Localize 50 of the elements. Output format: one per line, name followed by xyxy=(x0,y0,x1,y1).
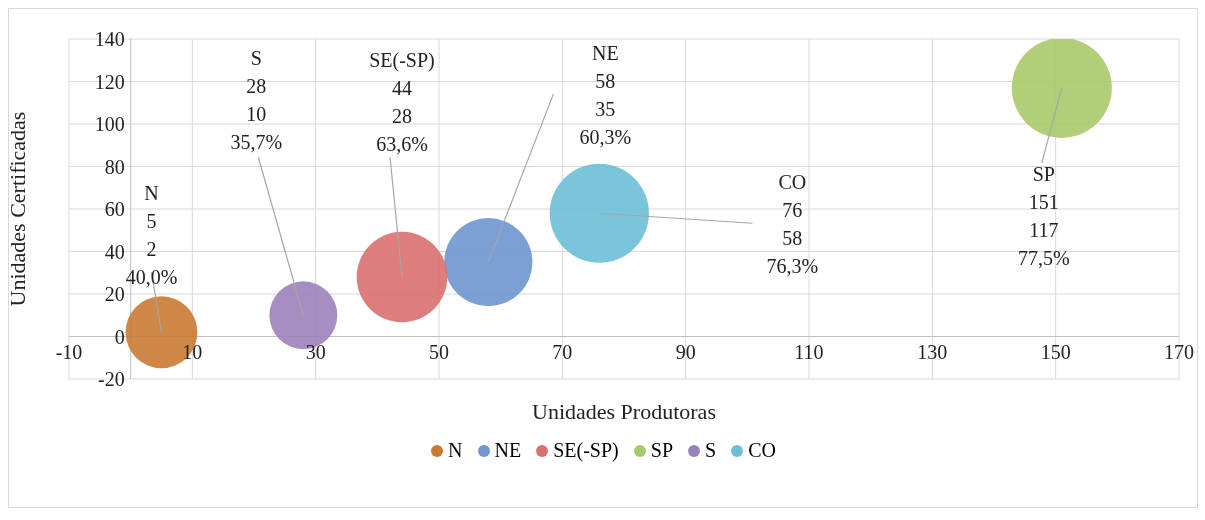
annotation: 117 xyxy=(1029,218,1059,241)
legend-label: S xyxy=(704,439,717,462)
annotation: 76 xyxy=(782,199,803,222)
x-tick-label: 70 xyxy=(552,340,573,363)
y-tick-label: 20 xyxy=(104,283,125,305)
text: S xyxy=(250,47,262,70)
annotation: 35 xyxy=(595,98,616,121)
y-tick-label: 40 xyxy=(104,240,125,263)
annotation: 44 xyxy=(392,77,412,99)
y-tick-label: 100 xyxy=(94,113,125,135)
annotation: 63,6% xyxy=(376,133,428,155)
annotation: 60,3% xyxy=(579,126,632,149)
annotation: 58 xyxy=(782,227,803,250)
x-tick-label: 110 xyxy=(794,340,824,363)
legend-label: NE xyxy=(493,439,522,462)
text: N xyxy=(144,182,159,205)
annotation: 40,0% xyxy=(125,266,178,289)
legend-label: SE(-SP) xyxy=(552,439,619,462)
annotation: 28 xyxy=(246,75,267,98)
annotation: 151 xyxy=(1028,190,1059,213)
annotation: 76,3% xyxy=(766,255,819,278)
annotation: 35,7% xyxy=(230,131,283,154)
annotation: 58 xyxy=(595,70,616,93)
y-tick-label: -20 xyxy=(97,368,125,390)
text: SE(-SP) xyxy=(369,49,435,71)
legend-label: N xyxy=(447,439,463,462)
x-tick-label: 30 xyxy=(305,340,326,363)
y-tick-label: 140 xyxy=(94,28,125,50)
y-tick-label: 0 xyxy=(114,325,125,348)
y-axis-title: Unidades Certificadas xyxy=(4,111,30,307)
y-tick-label: 60 xyxy=(104,198,125,220)
x-tick-label: 50 xyxy=(429,340,449,363)
y-tick-label: 120 xyxy=(94,70,125,93)
x-tick-label: 130 xyxy=(917,340,948,363)
x-tick-label: 90 xyxy=(675,340,696,363)
annotation: 28 xyxy=(392,105,412,127)
legend-label: CO xyxy=(747,439,776,462)
annotation: 2 xyxy=(146,238,157,261)
x-axis-title: Unidades Produtoras xyxy=(532,399,716,424)
x-tick-label: -10 xyxy=(55,340,83,363)
annotation: 77,5% xyxy=(1018,246,1070,269)
text: CO xyxy=(778,171,807,194)
x-tick-label: 170 xyxy=(1164,340,1194,363)
annotation: 5 xyxy=(146,210,157,233)
y-tick-label: 80 xyxy=(104,155,125,178)
x-tick-label: 150 xyxy=(1040,340,1071,363)
text: NE xyxy=(592,42,619,65)
legend-label: SP xyxy=(649,439,674,462)
annotation: 10 xyxy=(246,103,267,126)
text: SP xyxy=(1032,162,1055,185)
